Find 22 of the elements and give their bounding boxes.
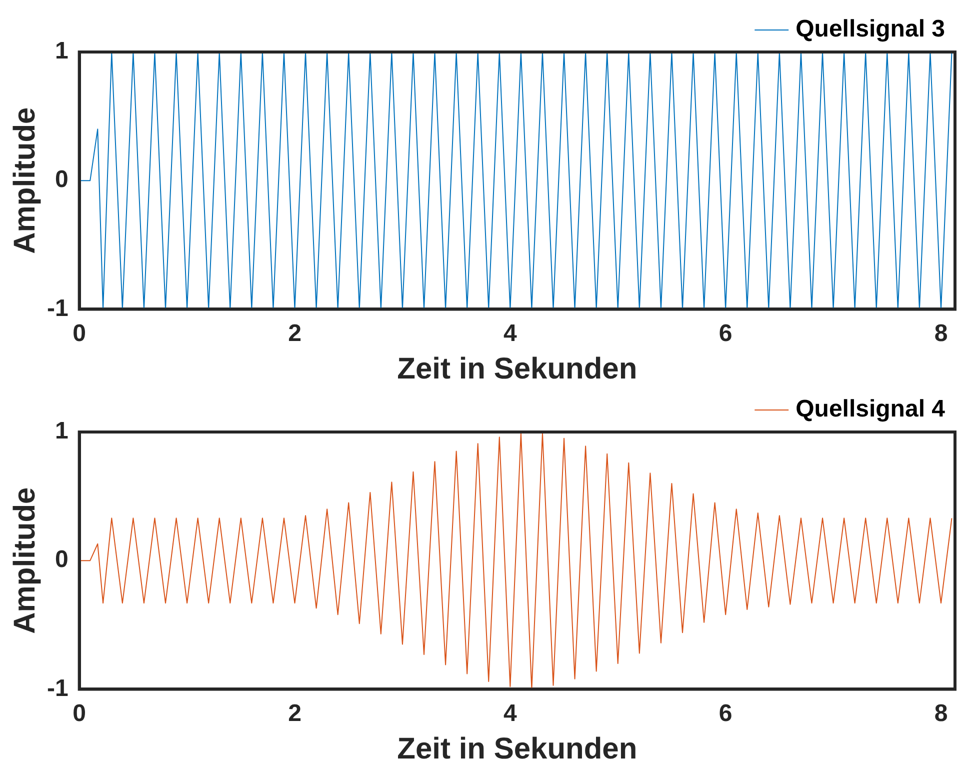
y-axis-title: Amplitude (8, 487, 42, 634)
y-tick-label: 0 (54, 166, 68, 194)
x-tick-label: 2 (288, 700, 302, 728)
x-axis-title: Zeit in Sekunden (397, 732, 638, 766)
y-tick-label: -1 (46, 294, 68, 322)
x-tick-label: 6 (718, 700, 732, 728)
x-tick-label: 0 (72, 700, 86, 728)
y-axis-title: Amplitude (8, 107, 42, 254)
y-tick-label: -1 (46, 674, 68, 702)
x-tick-label: 2 (288, 320, 302, 348)
x-axis-title: Zeit in Sekunden (397, 352, 638, 386)
x-tick-label: 8 (934, 320, 948, 348)
x-tick-label: 8 (934, 700, 948, 728)
y-tick-label: 1 (54, 418, 68, 445)
legend-label: Quellsignal 4 (796, 396, 946, 423)
y-tick-label: 1 (54, 38, 68, 65)
x-tick-label: 6 (718, 320, 732, 348)
legend-label: Quellsignal 3 (796, 16, 946, 43)
x-tick-label: 4 (503, 320, 518, 348)
x-tick-label: 0 (72, 320, 86, 348)
x-tick-label: 4 (503, 700, 518, 728)
y-tick-label: 0 (54, 546, 68, 574)
